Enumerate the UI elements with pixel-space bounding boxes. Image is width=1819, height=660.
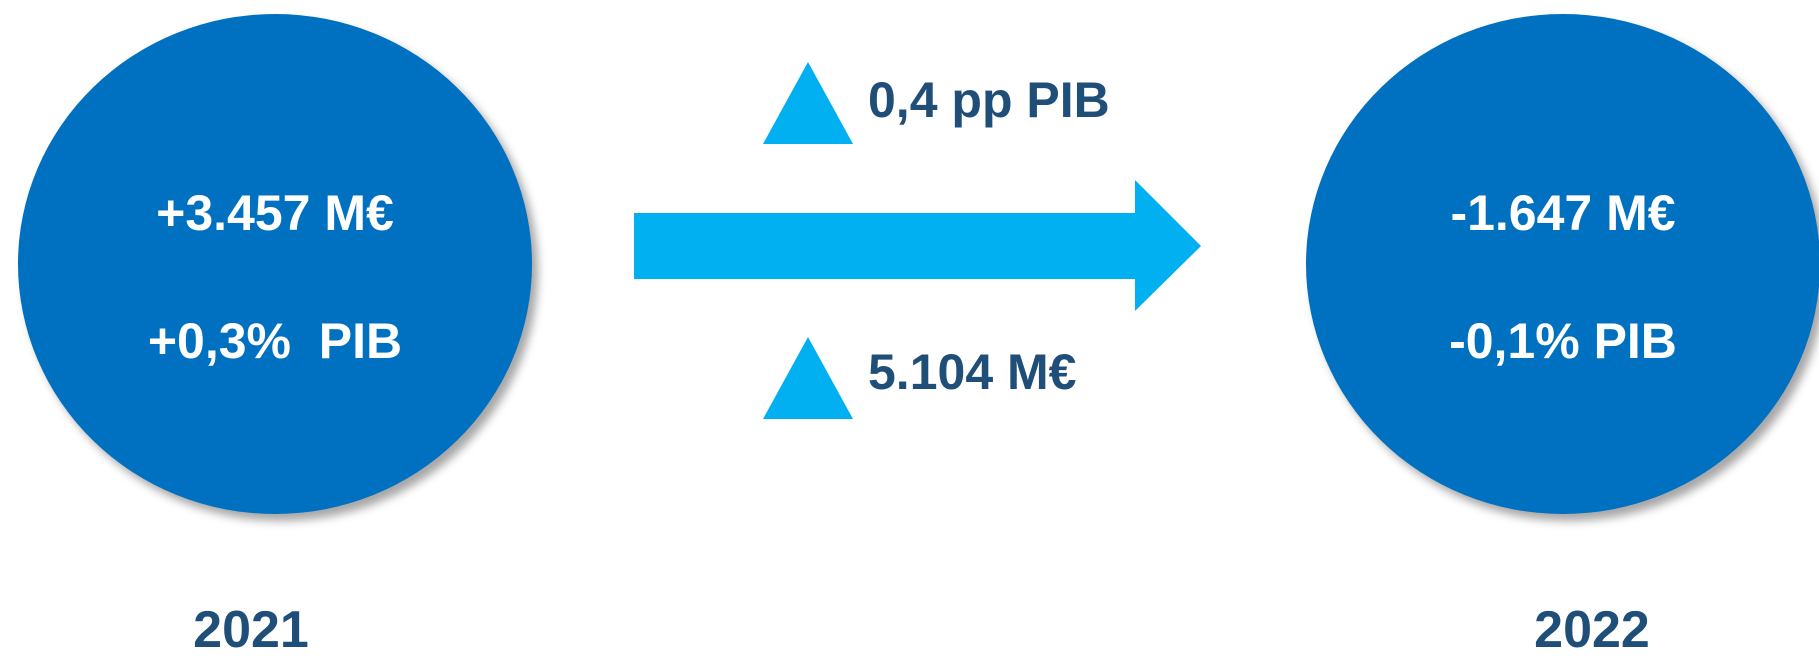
pib-2021: +0,3% PIB: [147, 313, 403, 369]
amount-2022: -1.647 M€: [1450, 185, 1676, 241]
pib-2022: -0,1% PIB: [1449, 313, 1677, 369]
year-2021: 2021: [193, 601, 309, 659]
circle-2021: +3.457 M€ +0,3% PIB: [18, 14, 532, 514]
year-2022: 2022: [1534, 601, 1650, 659]
triangle-up-icon: [763, 62, 853, 144]
triangle-up-icon: [763, 337, 853, 419]
amount-2021: +3.457 M€: [156, 185, 394, 241]
arrow-right-icon: [634, 180, 1201, 311]
circle-2022: -1.647 M€ -0,1% PIB: [1306, 14, 1819, 514]
pib-change-label: 0,4 pp PIB: [868, 72, 1110, 128]
amount-change-label: 5.104 M€: [868, 344, 1077, 400]
